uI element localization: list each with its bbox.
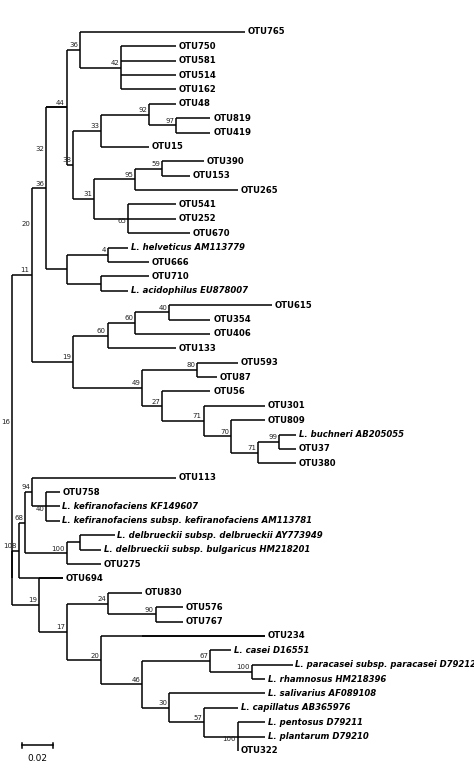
Text: 31: 31 — [83, 191, 92, 198]
Text: L. rhamnosus HM218396: L. rhamnosus HM218396 — [268, 674, 386, 684]
Text: 80: 80 — [186, 362, 195, 368]
Text: OTU162: OTU162 — [179, 85, 217, 94]
Text: 65: 65 — [118, 218, 127, 225]
Text: L. pentosus D79211: L. pentosus D79211 — [268, 717, 363, 727]
Text: OTU252: OTU252 — [179, 215, 217, 223]
Text: OTU694: OTU694 — [66, 574, 104, 583]
Text: 60: 60 — [97, 328, 106, 334]
Text: OTU593: OTU593 — [241, 358, 278, 367]
Text: 32: 32 — [36, 145, 44, 151]
Text: OTU514: OTU514 — [179, 71, 217, 79]
Text: 27: 27 — [152, 398, 161, 404]
Text: 42: 42 — [111, 60, 119, 66]
Text: 59: 59 — [152, 161, 161, 167]
Text: L. salivarius AF089108: L. salivarius AF089108 — [268, 689, 376, 698]
Text: 92: 92 — [138, 107, 147, 113]
Text: 40: 40 — [36, 506, 44, 512]
Text: OTU56: OTU56 — [213, 387, 245, 396]
Text: 100: 100 — [223, 736, 236, 742]
Text: OTU819: OTU819 — [213, 114, 251, 123]
Text: OTU809: OTU809 — [268, 416, 306, 424]
Text: 36: 36 — [35, 181, 44, 187]
Text: OTU322: OTU322 — [241, 747, 278, 755]
Text: 71: 71 — [248, 445, 256, 451]
Text: OTU133: OTU133 — [179, 344, 217, 353]
Text: 36: 36 — [70, 42, 79, 48]
Text: 19: 19 — [63, 355, 72, 360]
Text: OTU615: OTU615 — [275, 301, 312, 310]
Text: 49: 49 — [131, 381, 140, 386]
Text: 24: 24 — [97, 596, 106, 602]
Text: 57: 57 — [193, 714, 202, 721]
Text: 33: 33 — [90, 123, 99, 129]
Text: 94: 94 — [22, 484, 30, 491]
Text: OTU419: OTU419 — [213, 128, 251, 137]
Text: 44: 44 — [56, 100, 65, 106]
Text: 0.02: 0.02 — [27, 754, 47, 763]
Text: OTU758: OTU758 — [63, 488, 100, 497]
Text: L. capillatus AB365976: L. capillatus AB365976 — [241, 704, 350, 712]
Text: OTU767: OTU767 — [186, 617, 223, 626]
Text: OTU390: OTU390 — [206, 157, 244, 166]
Text: OTU301: OTU301 — [268, 401, 306, 411]
Text: OTU15: OTU15 — [152, 142, 183, 151]
Text: 68: 68 — [15, 515, 24, 521]
Text: OTU541: OTU541 — [179, 200, 217, 209]
Text: 20: 20 — [90, 653, 99, 658]
Text: L. delbrueckii subsp. bulgaricus HM218201: L. delbrueckii subsp. bulgaricus HM21820… — [103, 545, 310, 554]
Text: OTU275: OTU275 — [103, 560, 141, 568]
Text: OTU113: OTU113 — [179, 473, 217, 482]
Text: 17: 17 — [56, 624, 65, 631]
Text: 16: 16 — [1, 419, 10, 424]
Text: L. buchneri AB205055: L. buchneri AB205055 — [299, 430, 404, 439]
Text: 20: 20 — [22, 221, 30, 227]
Text: OTU37: OTU37 — [299, 444, 330, 454]
Text: OTU581: OTU581 — [179, 56, 217, 65]
Text: 46: 46 — [131, 677, 140, 683]
Text: 95: 95 — [125, 171, 133, 178]
Text: L. delbrueckii subsp. delbrueckii AY773949: L. delbrueckii subsp. delbrueckii AY7739… — [117, 531, 323, 540]
Text: 70: 70 — [220, 428, 229, 434]
Text: 90: 90 — [145, 607, 154, 613]
Text: OTU406: OTU406 — [213, 329, 251, 338]
Text: 40: 40 — [159, 305, 168, 311]
Text: 30: 30 — [159, 700, 168, 706]
Text: 108: 108 — [3, 543, 17, 549]
Text: L. acidophilus EU878007: L. acidophilus EU878007 — [131, 286, 248, 295]
Text: 38: 38 — [63, 158, 72, 163]
Text: 100: 100 — [237, 664, 250, 671]
Text: OTU670: OTU670 — [192, 228, 230, 238]
Text: 97: 97 — [165, 118, 174, 124]
Text: 100: 100 — [51, 545, 65, 551]
Text: 19: 19 — [28, 598, 37, 604]
Text: 60: 60 — [124, 315, 133, 321]
Text: OTU576: OTU576 — [186, 603, 223, 611]
Text: OTU710: OTU710 — [152, 272, 189, 281]
Text: L. casei D16551: L. casei D16551 — [234, 646, 309, 654]
Text: OTU750: OTU750 — [179, 42, 217, 51]
Text: OTU830: OTU830 — [145, 588, 182, 598]
Text: OTU234: OTU234 — [268, 631, 306, 641]
Text: L. helveticus AM113779: L. helveticus AM113779 — [131, 243, 245, 252]
Text: 11: 11 — [20, 268, 29, 274]
Text: OTU48: OTU48 — [179, 99, 211, 108]
Text: L. kefiranofaciens KF149607: L. kefiranofaciens KF149607 — [63, 502, 199, 511]
Text: L. paracasei subsp. paracasei D79212: L. paracasei subsp. paracasei D79212 — [295, 660, 474, 669]
Text: OTU380: OTU380 — [299, 459, 337, 468]
Text: L. kefiranofaciens subsp. kefiranofaciens AM113781: L. kefiranofaciens subsp. kefiranofacien… — [63, 516, 312, 525]
Text: L. plantarum D79210: L. plantarum D79210 — [268, 732, 369, 741]
Text: OTU765: OTU765 — [247, 28, 285, 36]
Text: OTU666: OTU666 — [152, 258, 189, 267]
Text: OTU153: OTU153 — [192, 171, 230, 180]
Text: 71: 71 — [193, 414, 202, 419]
Text: 99: 99 — [268, 434, 277, 440]
Text: 4: 4 — [101, 247, 106, 253]
Text: OTU265: OTU265 — [241, 185, 278, 195]
Text: 67: 67 — [200, 654, 209, 659]
Text: OTU87: OTU87 — [220, 372, 252, 381]
Text: OTU354: OTU354 — [213, 315, 251, 324]
